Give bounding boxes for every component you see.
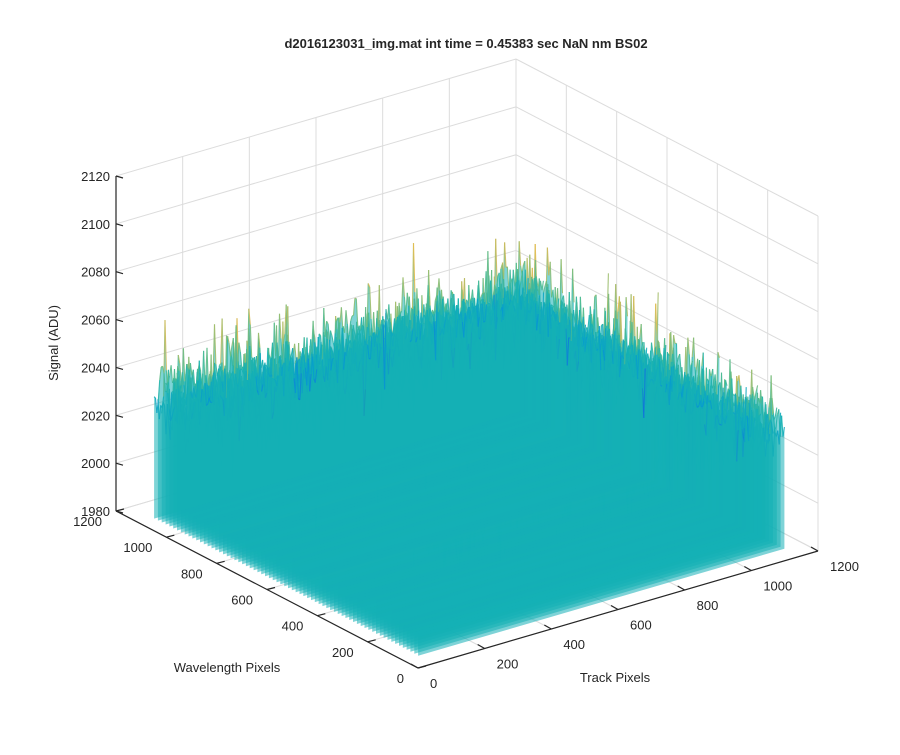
surface-chart: 1980200020202040206020802100212002004006… <box>0 0 900 750</box>
